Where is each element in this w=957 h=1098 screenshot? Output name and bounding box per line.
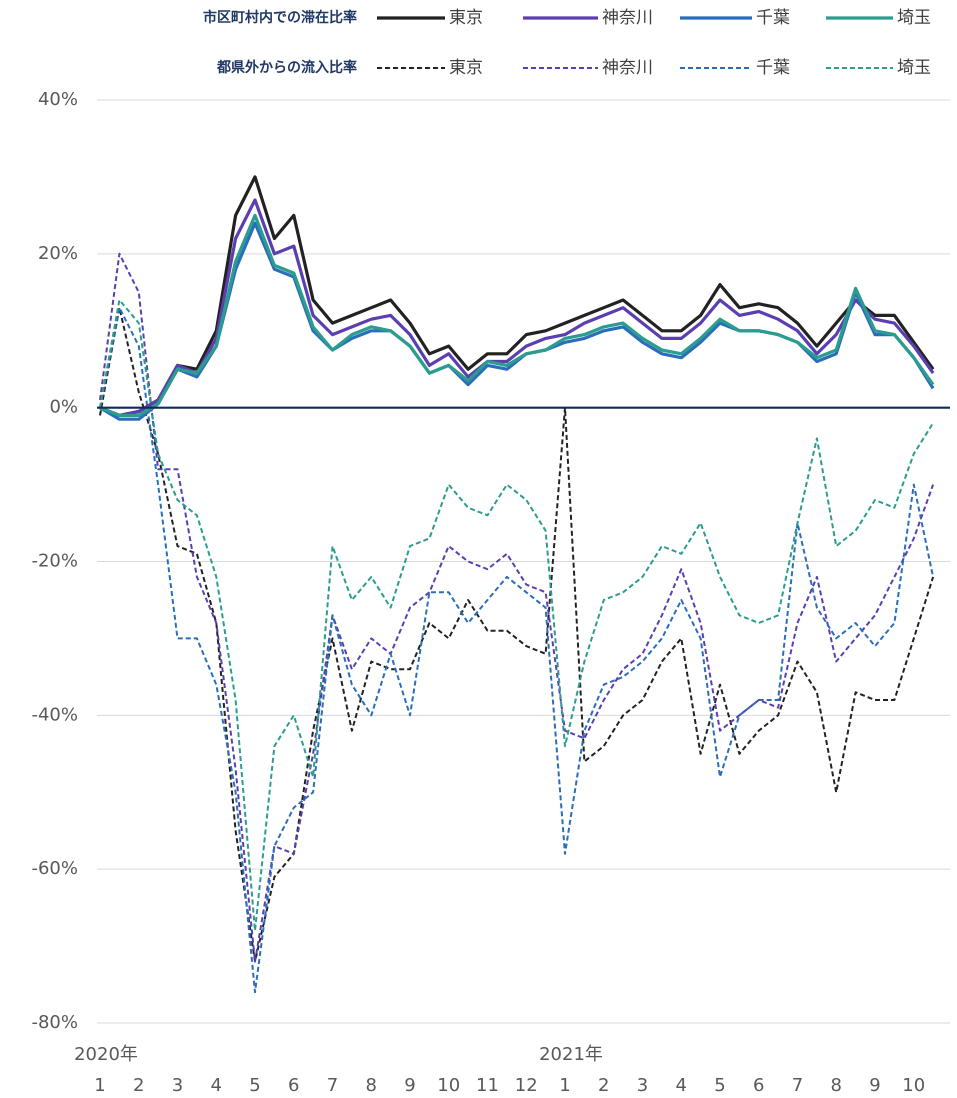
x-tick-label: 1 xyxy=(94,1075,105,1096)
legend-label: 神奈川 xyxy=(602,8,653,28)
stay-line xyxy=(99,221,935,421)
x-tick-label: 8 xyxy=(366,1075,377,1096)
x-tick-label: 3 xyxy=(637,1075,648,1096)
stay-line xyxy=(99,198,935,417)
x-tick-label: 4 xyxy=(676,1075,687,1096)
inflow-line xyxy=(99,299,934,932)
inflow-line xyxy=(99,252,935,963)
x-tick-label: 10 xyxy=(902,1075,925,1096)
x-tick-label: 12 xyxy=(515,1075,538,1096)
legend-label: 東京 xyxy=(449,58,483,78)
y-tick-label: -80% xyxy=(31,1012,78,1033)
x-tick-label: 4 xyxy=(211,1075,222,1096)
legend-label: 埼玉 xyxy=(897,58,931,78)
legend-label: 千葉 xyxy=(756,58,790,78)
x-tick-label: 9 xyxy=(869,1075,880,1096)
x-tick-label: 6 xyxy=(753,1075,764,1096)
legend-label: 神奈川 xyxy=(602,58,653,78)
x-tick-label: 1 xyxy=(559,1075,570,1096)
legend-group-label: 都県外からの流入比率 xyxy=(216,59,357,76)
year-label: 2020年 xyxy=(74,1044,138,1065)
x-tick-label: 11 xyxy=(476,1075,499,1096)
legend-group-label: 市区町村内での滞在比率 xyxy=(203,9,357,26)
y-tick-label: 20% xyxy=(38,243,78,264)
inflow-line xyxy=(99,306,935,963)
legend-label: 埼玉 xyxy=(897,8,931,28)
x-tick-label: 5 xyxy=(249,1075,260,1096)
x-tick-label: 10 xyxy=(437,1075,460,1096)
x-tick-label: 6 xyxy=(288,1075,299,1096)
legend-label: 千葉 xyxy=(756,8,790,28)
stay-line xyxy=(99,213,935,417)
y-tick-label: 0% xyxy=(49,397,78,418)
x-tick-label: 8 xyxy=(831,1075,842,1096)
y-tick-label: -40% xyxy=(31,704,78,725)
x-tick-label: 2 xyxy=(598,1075,609,1096)
x-tick-label: 9 xyxy=(404,1075,415,1096)
y-tick-label: -20% xyxy=(31,551,78,572)
y-tick-label: -60% xyxy=(31,858,78,879)
inflow-line xyxy=(99,306,935,994)
y-tick-label: 40% xyxy=(38,89,78,110)
x-tick-label: 2 xyxy=(133,1075,144,1096)
year-label: 2021年 xyxy=(539,1044,603,1065)
x-tick-label: 7 xyxy=(327,1075,338,1096)
x-tick-label: 3 xyxy=(172,1075,183,1096)
x-tick-label: 5 xyxy=(714,1075,725,1096)
legend-label: 東京 xyxy=(449,8,483,28)
x-tick-label: 7 xyxy=(792,1075,803,1096)
stay-line xyxy=(99,175,935,417)
